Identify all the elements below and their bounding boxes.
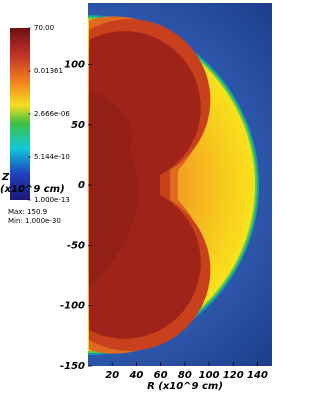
colorbar-label: 70.00 bbox=[34, 24, 54, 32]
field-image bbox=[88, 3, 272, 366]
y-axis-label: Z bbox=[1, 172, 10, 183]
y-tick-label: 100 bbox=[64, 60, 85, 71]
y-tick-label: -50 bbox=[67, 240, 85, 251]
y-tick-label: 0 bbox=[78, 180, 85, 191]
x-tick-label: 40 bbox=[128, 370, 143, 381]
x-tick-label: 120 bbox=[223, 370, 244, 381]
x-tick-label: 140 bbox=[247, 370, 268, 381]
y-axis-label: (x10^9 cm) bbox=[0, 184, 65, 195]
x-tick-label: 60 bbox=[154, 370, 168, 381]
colorbar-label: 5.144e-10 bbox=[34, 153, 70, 161]
colorbar bbox=[10, 28, 30, 200]
x-tick-label: 20 bbox=[105, 370, 119, 381]
y-tick-label: -150 bbox=[60, 361, 85, 372]
y-tick-label: 50 bbox=[71, 120, 85, 131]
colorbar-min: Min: 1.000e-30 bbox=[8, 217, 61, 225]
colorbar-max: Max: 150.9 bbox=[8, 208, 47, 216]
x-tick-label: 80 bbox=[178, 370, 192, 381]
x-axis-label: R (x10^9 cm) bbox=[147, 381, 223, 392]
colorbar-label: 0.01361 bbox=[34, 67, 63, 75]
y-tick-label: -100 bbox=[60, 301, 85, 312]
colorbar-label: 1.000e-13 bbox=[34, 196, 70, 204]
x-tick-label: 100 bbox=[199, 370, 220, 381]
colorbar-label: 2.666e-06 bbox=[34, 110, 70, 118]
